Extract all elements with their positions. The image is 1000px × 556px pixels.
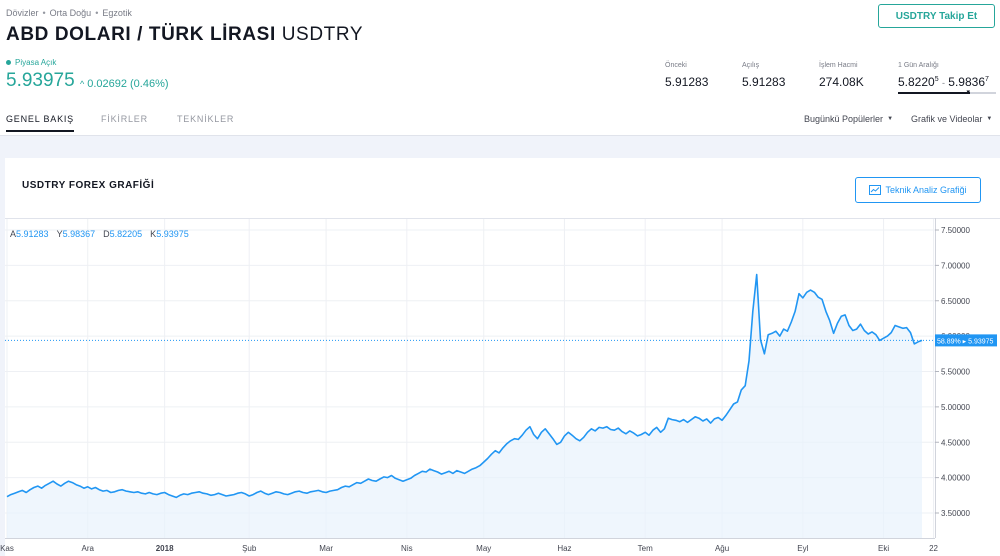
y-tick-label: 5.00000 bbox=[941, 403, 970, 412]
x-tick-label: Ağu bbox=[715, 544, 729, 553]
day-range-low: 5.8220 bbox=[898, 75, 935, 89]
tab-ideas[interactable]: FİKİRLER bbox=[101, 114, 148, 124]
breadcrumb-item-forex[interactable]: Dövizler bbox=[6, 8, 39, 18]
last-price-percent: 58.89% ▸ 5.93975 bbox=[937, 338, 994, 345]
day-range-bar-fill bbox=[898, 92, 970, 94]
section-tabs: GENEL BAKIŞ FİKİRLER TEKNİKLER Bugünkü P… bbox=[0, 108, 1000, 136]
x-tick-label: Eyl bbox=[797, 544, 808, 553]
last-price-badge bbox=[935, 334, 997, 347]
stat-day-range: 1 Gün Aralığı 5.82205 - 5.98367 ▾ bbox=[898, 62, 996, 96]
day-range-low-pip: 5 bbox=[934, 76, 939, 83]
day-range-marker-icon: ▾ bbox=[966, 89, 971, 96]
stat-previous-value: 5.91283 bbox=[665, 75, 709, 89]
stat-day-range-value: 5.82205 - 5.98367 bbox=[898, 75, 996, 89]
stat-open-label: Açılış bbox=[742, 62, 760, 69]
ohlc-close-value: 5.93975 bbox=[156, 229, 189, 239]
x-tick-label: 22 bbox=[929, 544, 938, 553]
ohlc-high-value: 5.98367 bbox=[62, 229, 96, 239]
chart-y-axis: 7.500007.000006.500006.000005.500005.000… bbox=[935, 226, 970, 518]
breadcrumb-item-middle-east[interactable]: Orta Doğu bbox=[49, 8, 92, 18]
chart-last-price: 58.89% ▸ 5.93975 bbox=[5, 334, 997, 347]
market-status: Piyasa Açık bbox=[6, 58, 56, 67]
change-percent: (0.46%) bbox=[130, 78, 169, 90]
x-tick-label: Tem bbox=[638, 544, 653, 553]
y-tick-label: 7.00000 bbox=[941, 261, 970, 270]
x-tick-label: Haz bbox=[557, 544, 571, 553]
last-price: 5.93975 bbox=[6, 70, 75, 91]
breadcrumb-item-exotic[interactable]: Egzotik bbox=[102, 8, 132, 18]
symbol-ticker: USDTRY bbox=[281, 24, 364, 45]
x-tick-label: Kas bbox=[0, 544, 14, 553]
breadcrumb-separator: • bbox=[42, 8, 46, 18]
symbol-description: ABD DOLARI / TÜRK LİRASI bbox=[6, 24, 276, 45]
line-chart-icon bbox=[869, 185, 882, 195]
market-status-label: Piyasa Açık bbox=[15, 58, 57, 67]
y-tick-label: 3.50000 bbox=[941, 509, 970, 518]
forex-chart[interactable]: 7.500007.000006.500006.000005.500005.000… bbox=[0, 218, 1000, 556]
day-range-separator: - bbox=[941, 78, 945, 88]
technical-chart-button[interactable]: Teknik Analiz Grafiği bbox=[855, 177, 981, 203]
ohlc-low-value: 5.82205 bbox=[109, 229, 143, 239]
y-tick-label: 5.50000 bbox=[941, 368, 970, 377]
stat-volume-value: 274.08K bbox=[819, 75, 864, 89]
y-tick-label: 4.50000 bbox=[941, 438, 970, 447]
chart-x-axis: Kas Ara 2018 Şub Mar Nis May Haz Tem Ağu Eyl Eki 22 bbox=[0, 544, 938, 553]
change-absolute: 0.02692 bbox=[87, 78, 127, 90]
page-title: ABD DOLARI / TÜRK LİRASI USDTRY bbox=[6, 24, 363, 46]
market-open-dot-icon bbox=[6, 60, 11, 65]
price-area-fill bbox=[7, 274, 922, 538]
stat-previous: Önceki 5.91283 bbox=[665, 62, 708, 89]
ohlc-open: A5.91283 bbox=[10, 229, 49, 239]
y-tick-label: 7.50000 bbox=[941, 226, 970, 235]
x-tick-label: Eki bbox=[878, 544, 889, 553]
tab-overview[interactable]: GENEL BAKIŞ bbox=[6, 114, 74, 132]
charts-videos-label: Grafik ve Videolar bbox=[911, 114, 983, 124]
breadcrumb: Dövizler • Orta Doğu • Egzotik bbox=[6, 8, 132, 18]
popular-today-label: Bugünkü Popülerler bbox=[804, 114, 884, 124]
ohlc-low: D5.82205 bbox=[103, 229, 142, 239]
ohlc-high-label: Y bbox=[56, 229, 63, 239]
chevron-down-icon: ▼ bbox=[887, 116, 894, 122]
y-tick-label: 4.00000 bbox=[941, 474, 970, 483]
chevron-down-icon: ▼ bbox=[986, 116, 993, 122]
charts-videos-dropdown[interactable]: Grafik ve Videolar ▼ bbox=[911, 114, 992, 124]
arrow-up-icon: ^ bbox=[80, 79, 85, 89]
stat-previous-label: Önceki bbox=[665, 62, 687, 69]
x-tick-label: Ara bbox=[82, 544, 95, 553]
follow-symbol-button[interactable]: USDTRY Takip Et bbox=[878, 4, 995, 28]
chart-card-title: USDTRY FOREX GRAFİĞİ bbox=[22, 180, 155, 191]
breadcrumb-separator: • bbox=[95, 8, 99, 18]
stat-open: Açılış 5.91283 bbox=[742, 62, 785, 89]
ohlc-low-label: D bbox=[103, 229, 110, 239]
ohlc-open-label: A bbox=[10, 229, 17, 239]
x-tick-label: 2018 bbox=[156, 544, 174, 553]
ohlc-open-value: 5.91283 bbox=[16, 229, 49, 239]
x-tick-label: May bbox=[476, 544, 491, 553]
y-tick-label: 6.50000 bbox=[941, 297, 970, 306]
stat-volume: İşlem Hacmi 274.08K bbox=[819, 62, 864, 89]
stat-day-range-label: 1 Gün Aralığı bbox=[898, 62, 939, 69]
price-change: ^ 0.02692 (0.46%) bbox=[80, 78, 169, 90]
x-tick-label: Nis bbox=[401, 544, 413, 553]
chart-price-line bbox=[6, 273, 923, 499]
ohlc-close-label: K bbox=[150, 229, 157, 239]
price-series-line bbox=[6, 273, 923, 499]
day-range-bar: ▾ bbox=[898, 89, 996, 96]
ohlc-high: Y5.98367 bbox=[57, 229, 96, 239]
tab-technicals[interactable]: TEKNİKLER bbox=[177, 114, 235, 124]
stat-open-value: 5.91283 bbox=[742, 75, 786, 89]
technical-chart-label: Teknik Analiz Grafiği bbox=[885, 185, 967, 195]
ohlc-legend: A5.91283 Y5.98367 D5.82205 K5.93975 bbox=[10, 229, 189, 239]
day-range-high: 5.9836 bbox=[948, 75, 985, 89]
popular-today-dropdown[interactable]: Bugünkü Popülerler ▼ bbox=[804, 114, 893, 124]
day-range-high-pip: 7 bbox=[985, 76, 989, 83]
ohlc-close: K5.93975 bbox=[150, 229, 189, 239]
x-tick-label: Mar bbox=[319, 544, 333, 553]
chart-area bbox=[7, 274, 922, 538]
x-tick-label: Şub bbox=[242, 544, 257, 553]
stat-volume-label: İşlem Hacmi bbox=[819, 62, 858, 69]
